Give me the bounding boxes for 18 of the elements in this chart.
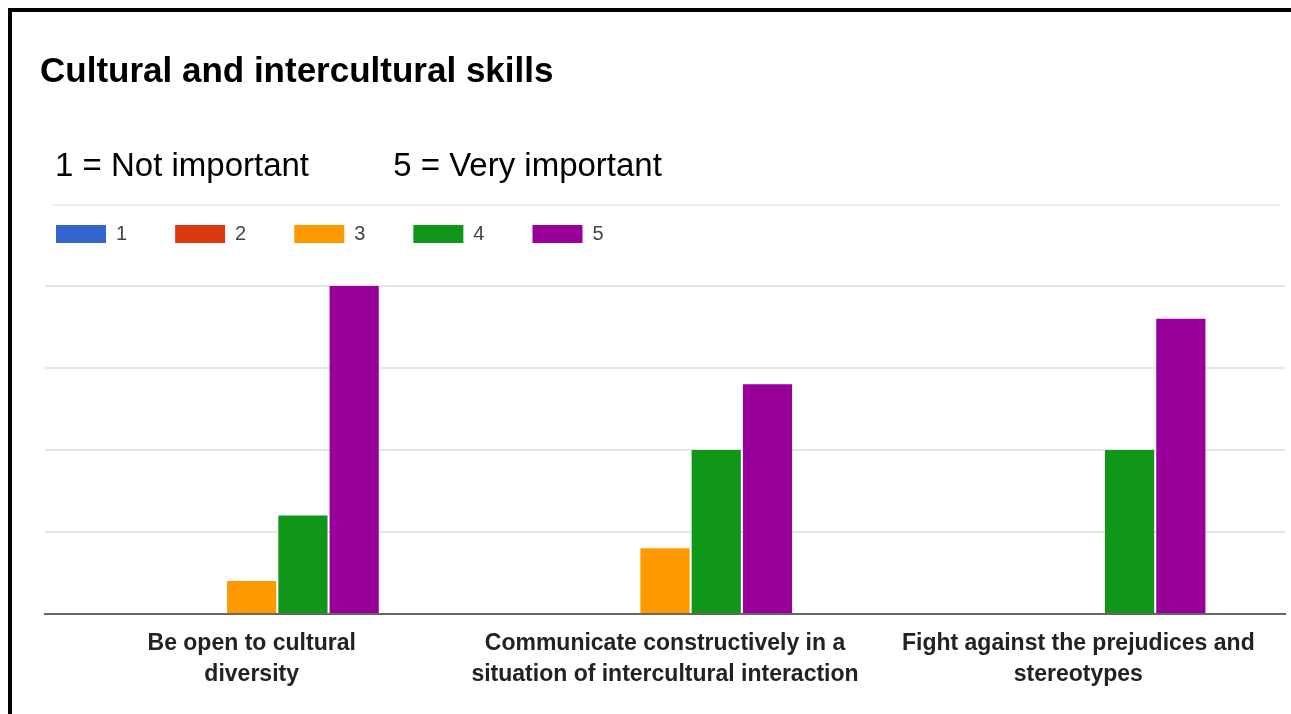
x-tick-label: Fight against the prejudices and stereotypes xyxy=(901,628,1255,686)
bar xyxy=(640,548,690,613)
bar xyxy=(691,449,741,613)
x-tick-label: Communicate constructively in a situation of intercultural interaction xyxy=(471,628,859,686)
bar xyxy=(329,286,379,613)
legend-label: 3 xyxy=(354,221,366,244)
legend-label: 2 xyxy=(235,221,247,244)
legend-label: 4 xyxy=(473,221,485,244)
bar xyxy=(278,515,328,613)
chart-title: Cultural and intercultural skills xyxy=(40,50,554,89)
legend-label: 5 xyxy=(592,221,604,244)
bar xyxy=(227,581,277,613)
bar xyxy=(1156,318,1206,613)
x-tick-label: Be open to cultural diversity xyxy=(147,628,356,686)
bar xyxy=(742,384,793,613)
text: 1 = Not important 5 = Very important xyxy=(55,146,662,183)
legend-label: 1 xyxy=(116,221,128,244)
bar xyxy=(1104,449,1155,613)
